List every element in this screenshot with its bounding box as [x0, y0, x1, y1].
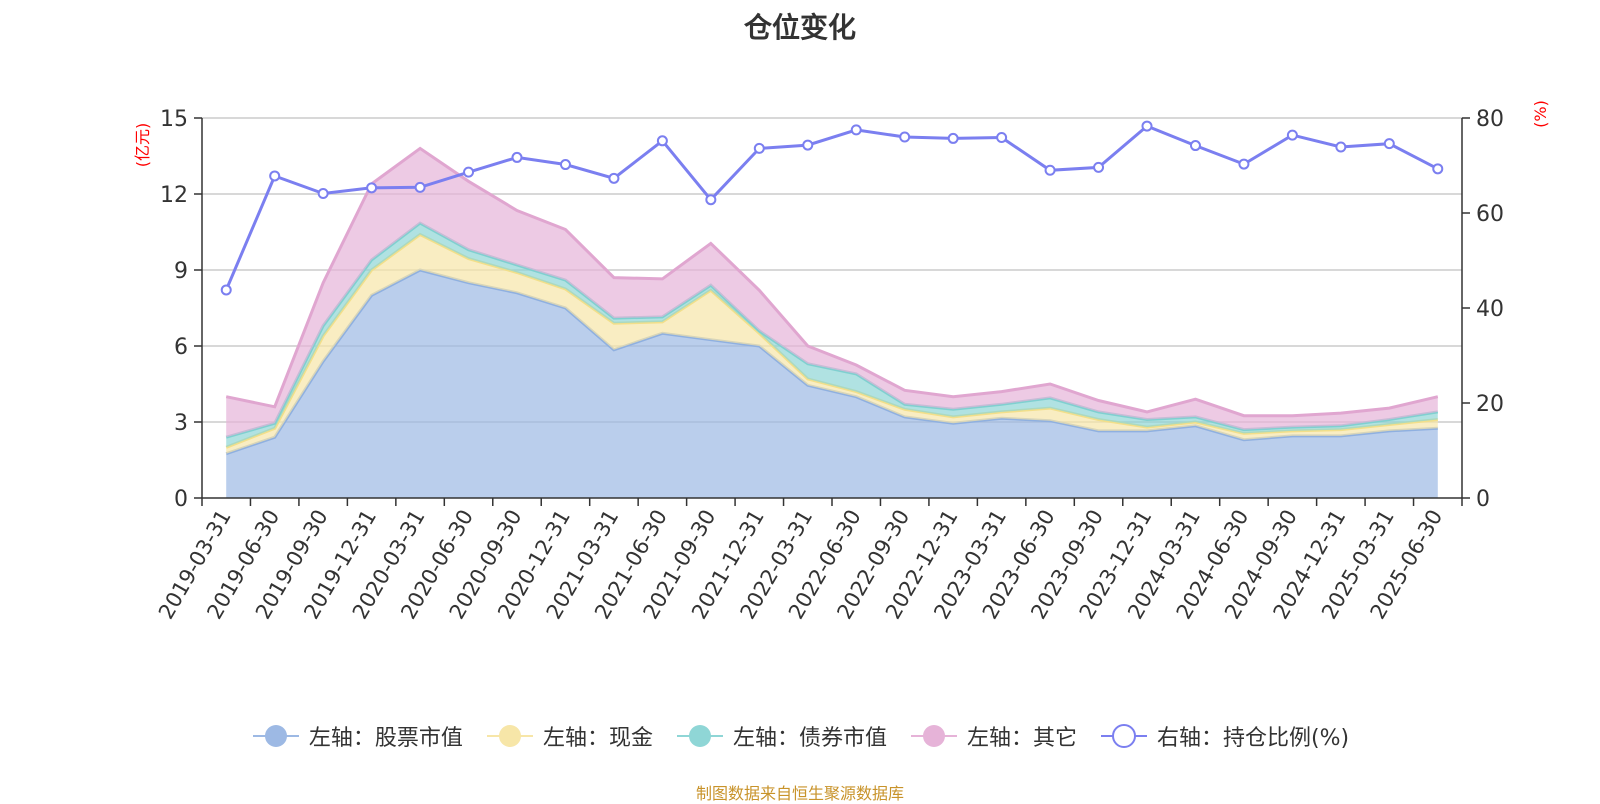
ratio-point — [899, 131, 911, 143]
legend-marker-icon — [1100, 724, 1147, 748]
ratio-point — [1238, 158, 1250, 170]
legend-label: 右轴：持仓比例(%) — [1156, 726, 1350, 751]
y-right-tick-label: 60 — [1476, 202, 1504, 227]
y-right-tick-label: 40 — [1476, 297, 1504, 322]
legend-label: 左轴：债券市值 — [732, 726, 887, 751]
ratio-point — [511, 151, 523, 163]
ratio-point — [753, 142, 765, 154]
ratio-point — [220, 284, 232, 296]
y-right-tick-label: 0 — [1476, 487, 1490, 512]
y-right-axis-label: (%) — [1531, 100, 1550, 128]
stacked-areas — [225, 146, 1439, 498]
area-edge-4 — [225, 146, 1439, 418]
ratio-point — [705, 194, 717, 206]
ratio-line-layer — [220, 120, 1444, 296]
legend-label: 左轴：其它 — [966, 726, 1077, 751]
ratio-point — [1044, 164, 1056, 176]
y-left-tick-label: 9 — [174, 259, 188, 284]
y-left-tick-label: 6 — [174, 335, 188, 360]
legend-item[interactable]: 左轴：债券市值 — [675, 720, 887, 752]
ratio-point — [1432, 163, 1444, 175]
y-left-tick-label: 3 — [174, 411, 188, 436]
legend-item[interactable]: 左轴：其它 — [909, 720, 1077, 752]
ratio-line — [224, 124, 1439, 291]
area-2 — [226, 234, 1438, 454]
ratio-point — [414, 181, 426, 193]
source-note: 制图数据来自恒生聚源数据库 — [695, 784, 904, 803]
ratio-point — [559, 159, 571, 171]
legend-item[interactable]: 左轴：股票市值 — [251, 720, 463, 752]
ratio-point — [317, 188, 329, 200]
y-left-tick-label: 15 — [160, 107, 188, 132]
ratio-point — [269, 170, 281, 182]
y-right-tick-label: 20 — [1476, 392, 1504, 417]
chart-title: 仓位变化 — [743, 11, 856, 44]
ratio-point — [1286, 129, 1298, 141]
y-left-tick-label: 12 — [160, 183, 188, 208]
ratio-point — [996, 131, 1008, 143]
ratio-point — [656, 135, 668, 147]
legend-marker-icon — [676, 725, 723, 747]
ratio-point — [1383, 138, 1395, 150]
ratio-point — [608, 172, 620, 184]
y-left-tick-label: 0 — [174, 487, 188, 512]
ratio-point — [1335, 141, 1347, 153]
ratio-point — [1189, 140, 1201, 152]
legend-item[interactable]: 左轴：现金 — [485, 720, 653, 752]
legend-marker-icon — [486, 725, 533, 747]
ratio-point — [1093, 161, 1105, 173]
legend: 左轴：股票市值 左轴：现金 左轴：债券市值 左轴：其它 右轴：持仓比例(%) — [0, 720, 1600, 752]
ratio-point — [850, 124, 862, 136]
ratio-point — [1141, 120, 1153, 132]
ratio-point — [802, 139, 814, 151]
ratio-point — [463, 166, 475, 178]
legend-marker-icon — [910, 725, 957, 747]
area-1 — [226, 270, 1438, 498]
legend-label: 左轴：股票市值 — [308, 726, 463, 751]
legend-item[interactable]: 右轴：持仓比例(%) — [1099, 720, 1349, 752]
y-left-axis-label: (亿元) — [133, 123, 152, 168]
legend-marker-icon — [252, 725, 299, 747]
ratio-point — [947, 132, 959, 144]
legend-label: 左轴：现金 — [542, 726, 653, 751]
ratio-point — [366, 182, 378, 194]
area-4 — [226, 148, 1438, 438]
y-right-tick-label: 80 — [1476, 107, 1504, 132]
